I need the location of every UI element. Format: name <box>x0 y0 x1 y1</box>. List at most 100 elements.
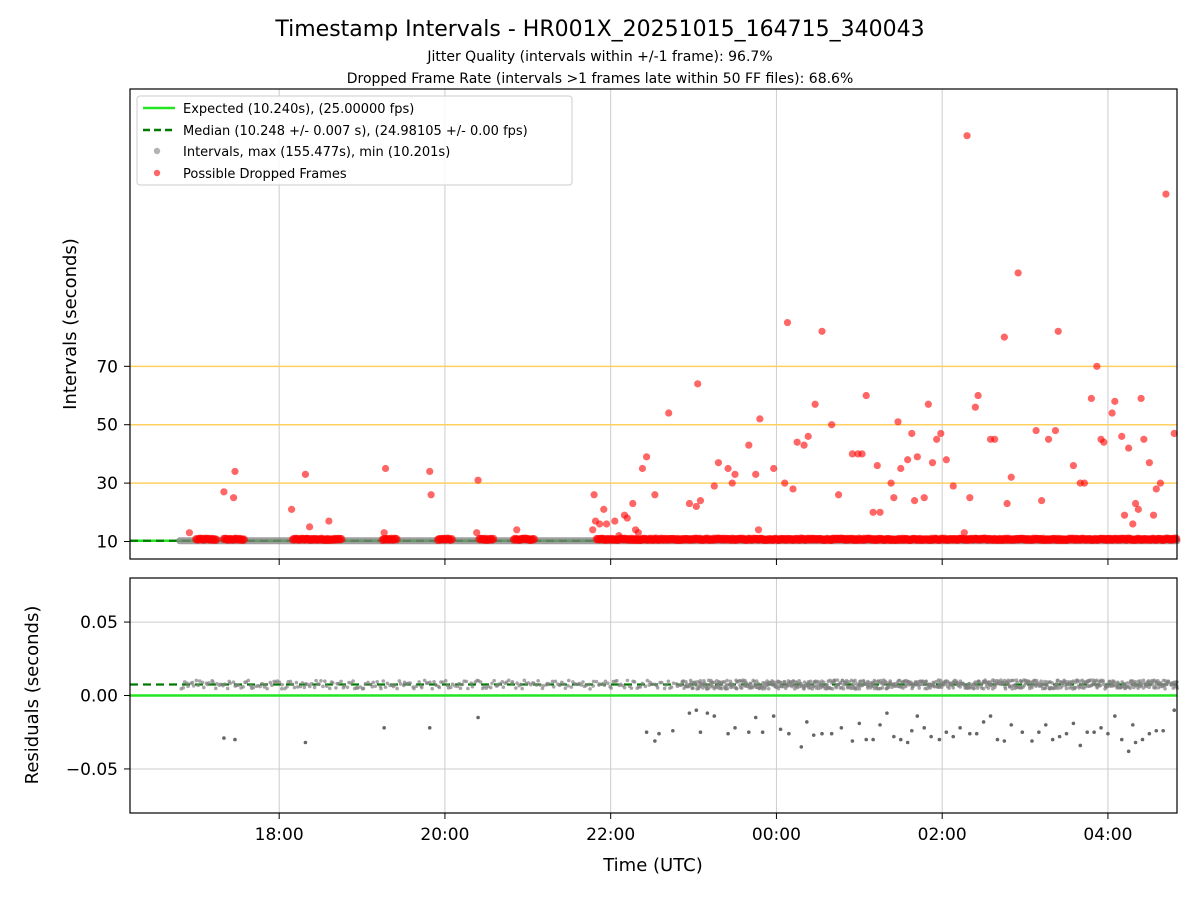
residual-point <box>317 682 321 687</box>
residual-point <box>302 685 307 690</box>
residual-point <box>1040 682 1045 687</box>
residual-point <box>258 684 262 689</box>
dropped-frame-point <box>336 534 346 544</box>
dropped-frame-point <box>949 482 957 490</box>
dropped-frame-point <box>1145 459 1153 467</box>
dropped-frame-point <box>529 534 539 544</box>
residual-point <box>397 679 402 683</box>
residual-point <box>719 686 724 691</box>
residual-point <box>581 680 585 684</box>
residual-point <box>448 685 453 690</box>
residual-point <box>330 681 335 685</box>
residual-point <box>1056 683 1060 688</box>
residual-point <box>876 679 880 684</box>
dropped-frame-point <box>818 327 826 335</box>
dropped-frame-point <box>1093 362 1101 370</box>
dropped-frame-point <box>1111 397 1119 405</box>
residual-outlier-point <box>898 737 903 742</box>
residual-point <box>810 687 815 691</box>
residual-outlier-point <box>1078 743 1083 748</box>
residual-point <box>881 678 886 683</box>
residual-point <box>640 681 645 686</box>
residual-point <box>375 680 379 684</box>
residual-point <box>351 679 355 683</box>
residual-point <box>638 685 643 689</box>
dropped-frame-point <box>1100 438 1108 446</box>
residual-point <box>500 680 505 684</box>
residual-point <box>323 679 327 683</box>
legend-dropped-marker <box>153 169 161 177</box>
residual-point <box>591 684 595 688</box>
residual-point <box>211 680 215 684</box>
residual-point <box>213 686 218 691</box>
residual-point <box>750 685 755 690</box>
residual-outlier-point <box>427 726 432 730</box>
dropped-frame-point <box>611 517 619 525</box>
dropped-frame-point <box>897 464 905 473</box>
dropped-frame-point <box>1014 269 1022 277</box>
dropped-frame-point <box>615 532 623 540</box>
residual-outlier-point <box>476 715 480 720</box>
dropped-frame-point <box>848 450 857 458</box>
residual-outlier-point <box>1147 731 1152 736</box>
residual-point <box>858 679 863 683</box>
residual-outlier-point <box>1092 730 1096 735</box>
residual-point <box>669 685 674 689</box>
residual-point <box>808 679 813 684</box>
dropped-frame-point <box>380 529 388 537</box>
dropped-frame-point <box>1007 473 1015 481</box>
chart-subtitle-jitter: Jitter Quality (intervals within +/-1 fr… <box>426 49 772 65</box>
dropped-frame-point <box>745 441 753 449</box>
residual-point <box>292 685 297 690</box>
residual-point <box>392 683 397 687</box>
residual-point <box>867 680 871 685</box>
residual-point <box>1112 680 1117 685</box>
residual-point <box>690 686 695 690</box>
dropped-frame-point <box>924 400 932 408</box>
residual-outlier-point <box>909 728 914 733</box>
dropped-frame-point <box>1140 435 1148 443</box>
residual-point <box>246 678 251 683</box>
residual-point <box>853 678 857 683</box>
residual-point <box>763 686 767 691</box>
residual-point <box>1125 681 1130 685</box>
residual-point <box>1098 683 1103 688</box>
residual-point <box>569 685 574 689</box>
residual-point <box>662 686 667 691</box>
xtick-label: 22:00 <box>586 825 635 845</box>
residual-point <box>443 678 448 683</box>
residual-outlier-point <box>1154 728 1159 733</box>
residual-outlier-point <box>753 715 758 720</box>
intervals-axes-frame <box>129 88 1178 560</box>
residual-point <box>1133 679 1137 684</box>
residual-point <box>345 685 350 690</box>
residual-point <box>373 684 378 689</box>
dropped-frame-point <box>642 453 651 461</box>
residual-point <box>783 686 788 691</box>
residual-point <box>339 679 343 684</box>
residual-point <box>455 684 460 689</box>
residual-outlier-point <box>653 739 657 743</box>
residual-point <box>945 684 950 689</box>
residual-outlier-point <box>958 726 962 730</box>
dropped-frame-point <box>665 409 673 417</box>
dropped-frame-point <box>793 438 801 446</box>
residual-point <box>280 682 285 687</box>
dropped-frame-point <box>1069 461 1078 470</box>
residual-point <box>321 684 325 689</box>
residual-point <box>735 686 739 691</box>
residual-outlier-point <box>1106 731 1110 736</box>
residual-point <box>1101 678 1105 683</box>
xtick-label: 04:00 <box>1083 825 1132 845</box>
residual-outlier-point <box>778 727 783 732</box>
residual-point <box>515 681 519 686</box>
residual-point <box>1163 686 1167 691</box>
residual-point <box>606 681 610 686</box>
residual-point <box>231 680 236 684</box>
residual-point <box>300 681 305 685</box>
residual-point <box>885 685 890 690</box>
residual-point <box>973 680 977 684</box>
dropped-frame-point <box>966 494 974 502</box>
dropped-frame-point <box>928 459 937 467</box>
residual-point <box>743 678 747 683</box>
